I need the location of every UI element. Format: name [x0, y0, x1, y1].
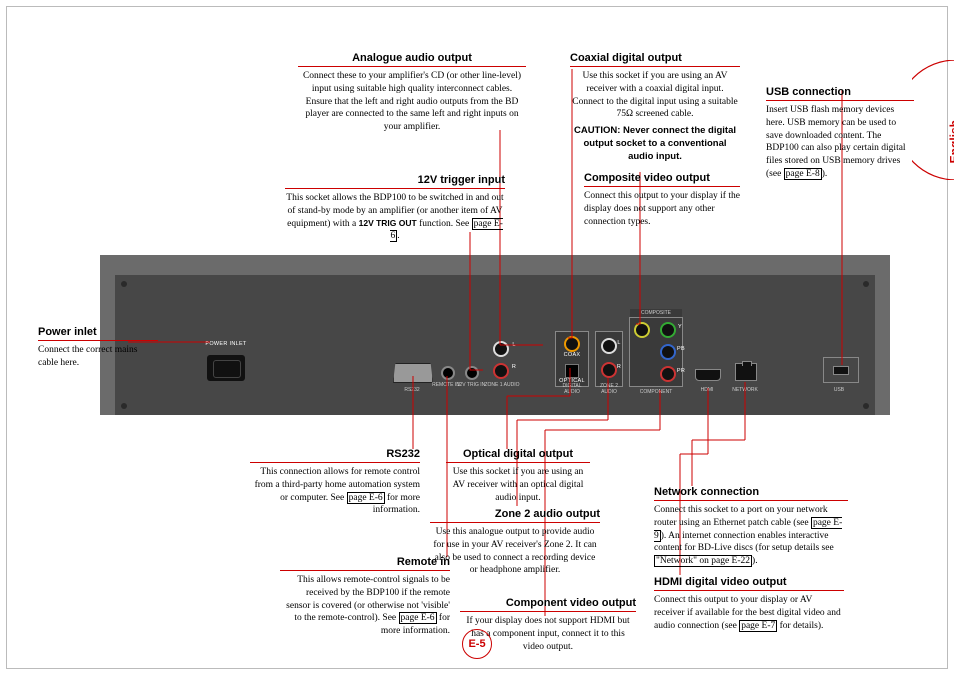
- callout-title: 12V trigger input: [285, 174, 505, 189]
- screw-icon: [863, 403, 869, 409]
- callout-composite: Composite video output Connect this outp…: [584, 172, 740, 228]
- callout-hdmi: HDMI digital video output Connect this o…: [654, 576, 844, 632]
- label-z2: ZONE 2 AUDIO: [596, 383, 622, 395]
- callout-title: Composite video output: [584, 172, 740, 187]
- callout-title: Zone 2 audio output: [430, 508, 600, 523]
- callout-body: Connect the correct mains cable here.: [38, 344, 158, 370]
- label-component: COMPONENT: [630, 389, 682, 395]
- optical-port: [565, 364, 579, 378]
- callout-title: Optical digital output: [446, 448, 590, 463]
- label-l2: L: [616, 340, 622, 346]
- callout-title: USB connection: [766, 86, 914, 101]
- coax-rca: [564, 336, 580, 352]
- callout-zone2: Zone 2 audio output Use this analogue ou…: [430, 508, 600, 577]
- label-power: POWER INLET: [199, 341, 253, 347]
- remote-in-jack: [441, 366, 455, 380]
- callout-body: This socket allows the BDP100 to be swit…: [285, 192, 505, 243]
- callout-title: RS232: [250, 448, 420, 463]
- usb-port: [833, 366, 849, 375]
- rs232-port: [393, 363, 433, 383]
- screw-icon: [121, 281, 127, 287]
- callout-body: Use this analogue output to provide audi…: [430, 526, 600, 577]
- callout-title: Power inlet: [38, 326, 158, 341]
- label-z1: ZONE 1 AUDIO: [483, 383, 521, 388]
- callout-usb: USB connection Insert USB flash memory d…: [766, 86, 914, 181]
- callout-title: Analogue audio output: [298, 52, 526, 67]
- label-y: Y: [676, 324, 684, 330]
- device-rear-panel: POWER INLET RS232 REMOTE IN 12V TRIG IN …: [100, 255, 890, 415]
- screw-icon: [863, 281, 869, 287]
- zone2-rca-r: [601, 362, 617, 378]
- label-l1: L: [510, 342, 518, 348]
- callout-body: Connect this output to your display if t…: [584, 190, 740, 228]
- zone2-rca-l: [601, 338, 617, 354]
- label-composite-top: COMPOSITE: [630, 309, 682, 317]
- digital-audio-group: COAX OPTICAL DIGITAL AUDIO: [555, 331, 589, 387]
- composite-rca: [634, 322, 650, 338]
- callout-title: Coaxial digital output: [570, 52, 740, 67]
- callout-trigger: 12V trigger input This socket allows the…: [285, 174, 505, 243]
- label-digaudio: DIGITAL AUDIO: [556, 383, 588, 395]
- component-y: [660, 322, 676, 338]
- callout-body: Connect this output to your display or A…: [654, 594, 844, 632]
- callout-body: Use this socket if you are using an AV r…: [570, 70, 740, 164]
- trigger-jack: [465, 366, 479, 380]
- language-tab-label: English: [947, 120, 954, 163]
- callout-title: Remote in: [280, 556, 450, 571]
- callout-body: Connect this socket to a port on your ne…: [654, 504, 848, 568]
- video-group: COMPOSITE Y PB PR COMPONENT: [629, 317, 683, 387]
- component-pr: [660, 366, 676, 382]
- zone1-rca-r: [493, 363, 509, 379]
- label-pb: PB: [676, 346, 686, 352]
- zone1-rca-l: [493, 341, 509, 357]
- page-number: E-5: [0, 629, 954, 659]
- hdmi-port: [695, 369, 721, 381]
- device-face: POWER INLET RS232 REMOTE IN 12V TRIG IN …: [115, 275, 875, 415]
- callout-rs232: RS232 This connection allows for remote …: [250, 448, 420, 517]
- label-r2: R: [616, 364, 622, 370]
- component-pb: [660, 344, 676, 360]
- zone2-group: L R ZONE 2 AUDIO: [595, 331, 623, 387]
- callout-title: Component video output: [460, 597, 636, 612]
- callout-power: Power inlet Connect the correct mains ca…: [38, 326, 158, 370]
- callout-body: This connection allows for remote contro…: [250, 466, 420, 517]
- callout-analogue: Analogue audio output Connect these to y…: [298, 52, 526, 134]
- label-rs232: RS232: [394, 387, 430, 393]
- label-network: NETWORK: [727, 387, 763, 393]
- callout-remote: Remote in This allows remote-control sig…: [280, 556, 450, 638]
- language-tab: English: [912, 60, 954, 180]
- screw-icon: [121, 403, 127, 409]
- label-r1: R: [510, 364, 518, 370]
- label-hdmi: HDMI: [689, 387, 725, 393]
- callout-coax: Coaxial digital output Use this socket i…: [570, 52, 740, 164]
- usb-group: [823, 357, 859, 383]
- callout-body: Connect these to your amplifier's CD (or…: [298, 70, 526, 134]
- callout-title: HDMI digital video output: [654, 576, 844, 591]
- callout-body: Use this socket if you are using an AV r…: [446, 466, 590, 504]
- callout-title: Network connection: [654, 486, 848, 501]
- network-port: [735, 363, 757, 381]
- power-inlet-port: [207, 355, 245, 381]
- callout-optical: Optical digital output Use this socket i…: [446, 448, 590, 504]
- callout-body: Insert USB flash memory devices here. US…: [766, 104, 914, 181]
- callout-network: Network connection Connect this socket t…: [654, 486, 848, 568]
- label-coax: COAX: [556, 352, 588, 358]
- label-pr: PR: [676, 368, 686, 374]
- label-usb: USB: [821, 387, 857, 393]
